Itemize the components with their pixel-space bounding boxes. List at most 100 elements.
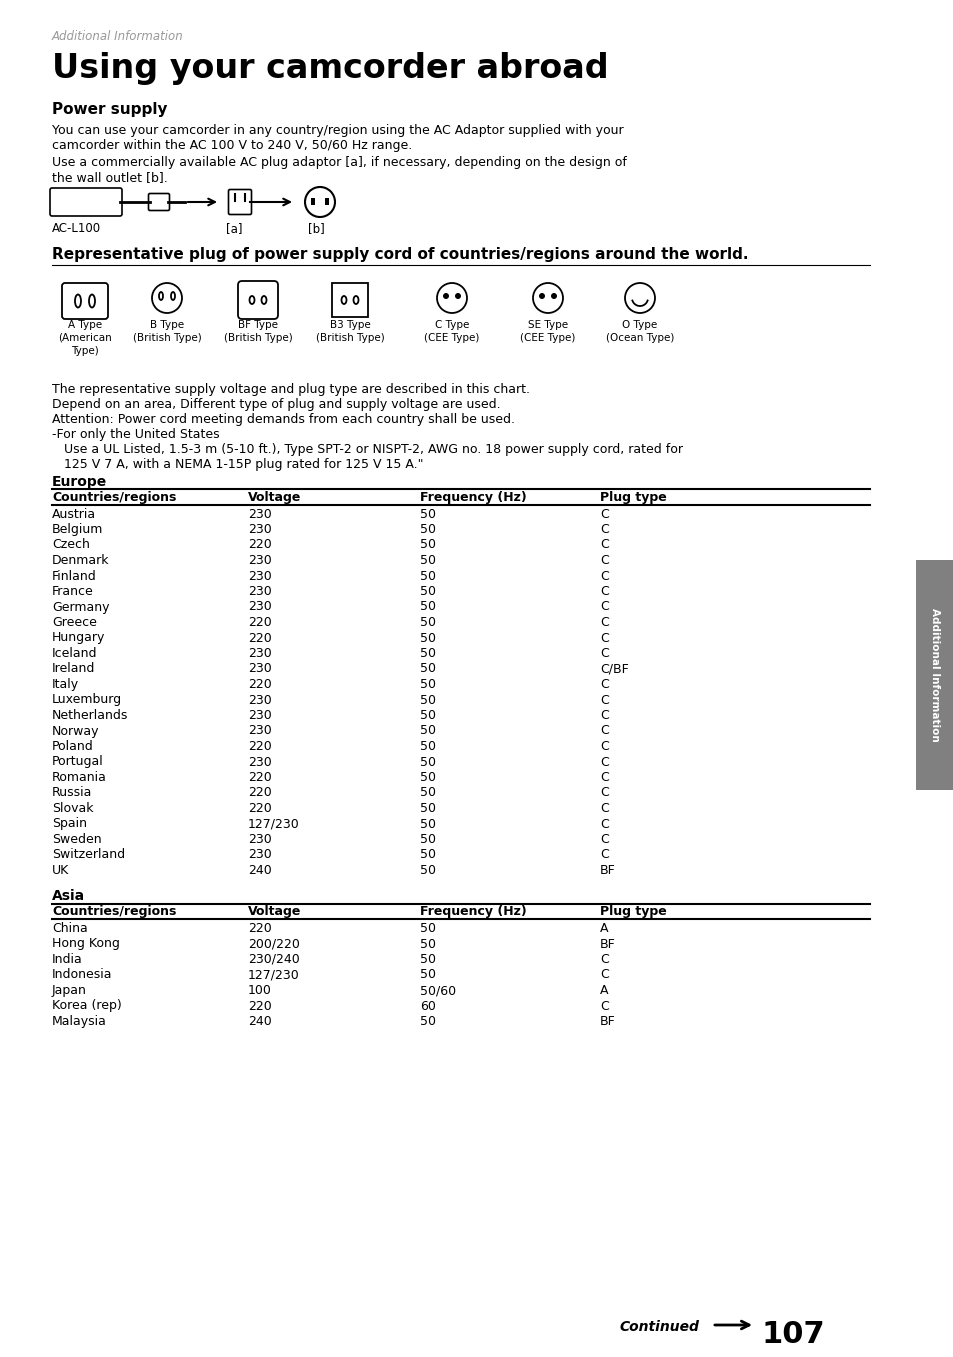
Text: Asia: Asia [52, 889, 85, 904]
Text: Luxemburg: Luxemburg [52, 693, 122, 707]
Text: Plug type: Plug type [599, 905, 666, 919]
Text: C: C [599, 833, 608, 845]
Text: 50: 50 [419, 938, 436, 950]
Text: 220: 220 [248, 616, 272, 630]
Text: UK: UK [52, 864, 70, 877]
Text: C: C [599, 616, 608, 630]
FancyBboxPatch shape [149, 194, 170, 210]
Text: Using your camcorder abroad: Using your camcorder abroad [52, 52, 608, 85]
Text: 50: 50 [419, 802, 436, 816]
Text: BF: BF [599, 864, 615, 877]
Text: (British Type): (British Type) [132, 332, 201, 343]
Text: (Ocean Type): (Ocean Type) [605, 332, 674, 343]
Text: Type): Type) [71, 346, 99, 356]
Text: (CEE Type): (CEE Type) [519, 332, 575, 343]
Text: C: C [599, 969, 608, 981]
FancyBboxPatch shape [50, 189, 122, 216]
Text: [b]: [b] [308, 223, 324, 235]
FancyBboxPatch shape [237, 281, 277, 319]
Text: C: C [599, 522, 608, 536]
Text: Portugal: Portugal [52, 756, 104, 768]
Text: 50: 50 [419, 864, 436, 877]
Text: 220: 220 [248, 539, 272, 551]
Text: 50: 50 [419, 616, 436, 630]
Text: B Type: B Type [150, 320, 184, 330]
Text: 50: 50 [419, 708, 436, 722]
Text: 50: 50 [419, 725, 436, 737]
Text: 125 V 7 A, with a NEMA 1-15P plug rated for 125 V 15 A.": 125 V 7 A, with a NEMA 1-15P plug rated … [52, 459, 423, 471]
Text: A: A [599, 984, 608, 997]
Text: Voltage: Voltage [248, 905, 301, 919]
Text: BF: BF [599, 1015, 615, 1029]
Text: Depend on an area, Different type of plug and supply voltage are used.: Depend on an area, Different type of plu… [52, 398, 500, 411]
Text: SE Type: SE Type [527, 320, 567, 330]
Text: Norway: Norway [52, 725, 99, 737]
Text: 50: 50 [419, 817, 436, 830]
Text: C: C [599, 539, 608, 551]
Text: Additional Information: Additional Information [929, 608, 939, 742]
FancyBboxPatch shape [229, 190, 252, 214]
Text: Russia: Russia [52, 787, 92, 799]
Text: Korea (rep): Korea (rep) [52, 1000, 122, 1012]
Text: 230: 230 [248, 848, 272, 862]
Text: 50: 50 [419, 787, 436, 799]
Text: [a]: [a] [226, 223, 242, 235]
Text: C: C [599, 787, 608, 799]
Text: Continued: Continued [619, 1320, 700, 1334]
Text: Countries/regions: Countries/regions [52, 491, 176, 503]
Text: C: C [599, 647, 608, 660]
Text: 50: 50 [419, 508, 436, 521]
Text: C: C [599, 570, 608, 582]
Text: (CEE Type): (CEE Type) [424, 332, 479, 343]
Text: (American: (American [58, 332, 112, 343]
Text: 50: 50 [419, 662, 436, 676]
Text: Japan: Japan [52, 984, 87, 997]
Circle shape [538, 293, 544, 299]
Text: Italy: Italy [52, 678, 79, 691]
Text: Finland: Finland [52, 570, 96, 582]
Text: Countries/regions: Countries/regions [52, 905, 176, 919]
Text: Netherlands: Netherlands [52, 708, 129, 722]
Text: Spain: Spain [52, 817, 87, 830]
Text: 220: 220 [248, 678, 272, 691]
Text: Greece: Greece [52, 616, 97, 630]
Text: C: C [599, 678, 608, 691]
Text: Slovak: Slovak [52, 802, 93, 816]
Text: You can use your camcorder in any country/region using the AC Adaptor supplied w: You can use your camcorder in any countr… [52, 123, 623, 137]
Text: 230/240: 230/240 [248, 953, 299, 966]
Text: C: C [599, 848, 608, 862]
Text: Iceland: Iceland [52, 647, 97, 660]
Text: 220: 220 [248, 740, 272, 753]
Text: 50: 50 [419, 631, 436, 645]
Text: Hong Kong: Hong Kong [52, 938, 120, 950]
Text: Malaysia: Malaysia [52, 1015, 107, 1029]
Text: 220: 220 [248, 771, 272, 784]
Text: Indonesia: Indonesia [52, 969, 112, 981]
Text: camcorder within the AC 100 V to 240 V, 50/60 Hz range.: camcorder within the AC 100 V to 240 V, … [52, 138, 412, 152]
Text: 220: 220 [248, 787, 272, 799]
Text: (British Type): (British Type) [315, 332, 384, 343]
Text: 230: 230 [248, 693, 272, 707]
Text: C: C [599, 631, 608, 645]
Text: The representative supply voltage and plug type are described in this chart.: The representative supply voltage and pl… [52, 383, 530, 396]
Text: 50: 50 [419, 522, 436, 536]
Text: 60: 60 [419, 1000, 436, 1012]
Text: 127/230: 127/230 [248, 969, 299, 981]
Text: the wall outlet [b].: the wall outlet [b]. [52, 171, 168, 185]
Text: Frequency (Hz): Frequency (Hz) [419, 905, 526, 919]
Text: C: C [599, 953, 608, 966]
Text: 50: 50 [419, 693, 436, 707]
Text: 220: 220 [248, 631, 272, 645]
Text: 127/230: 127/230 [248, 817, 299, 830]
Text: Frequency (Hz): Frequency (Hz) [419, 491, 526, 503]
Text: 50: 50 [419, 969, 436, 981]
Text: C: C [599, 817, 608, 830]
Text: C: C [599, 693, 608, 707]
Text: C: C [599, 554, 608, 567]
Text: Poland: Poland [52, 740, 93, 753]
Text: 107: 107 [761, 1320, 824, 1349]
Text: 230: 230 [248, 833, 272, 845]
Text: France: France [52, 585, 93, 598]
Text: Romania: Romania [52, 771, 107, 784]
Text: C: C [599, 740, 608, 753]
